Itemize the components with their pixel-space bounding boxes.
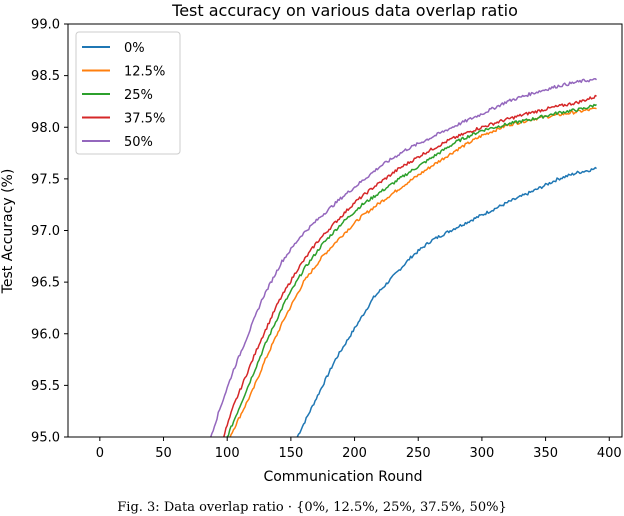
y-axis-title: Test Accuracy (%) bbox=[0, 169, 16, 295]
series-line bbox=[223, 94, 597, 437]
legend: 0% 12.5% 25% 37.5% 50% bbox=[75, 31, 181, 155]
series-line bbox=[229, 107, 597, 437]
y-tick-label: 96.5 bbox=[31, 276, 60, 291]
x-axis-title: Communication Round bbox=[263, 469, 422, 485]
x-tick-label: 300 bbox=[469, 446, 494, 461]
legend-box bbox=[75, 31, 181, 155]
x-tick-label: 250 bbox=[406, 446, 431, 461]
legend-label: 12.5% bbox=[124, 65, 165, 80]
figure-caption: Fig. 3: Data overlap ratio · {0%, 12.5%,… bbox=[117, 500, 507, 515]
x-tick-label: 200 bbox=[342, 446, 367, 461]
x-tick-label: 150 bbox=[278, 446, 303, 461]
x-tick-label: 50 bbox=[155, 446, 172, 461]
x-tick-label: 0 bbox=[96, 446, 104, 461]
legend-label: 37.5% bbox=[124, 112, 165, 127]
x-axis: 0 50 100 150 200 250 300 350 400 bbox=[96, 437, 622, 461]
x-tick-label: 100 bbox=[215, 446, 240, 461]
y-tick-label: 97.5 bbox=[31, 172, 60, 187]
y-tick-label: 98.5 bbox=[31, 69, 60, 84]
y-tick-label: 97.0 bbox=[31, 224, 60, 239]
y-tick-label: 98.0 bbox=[31, 121, 60, 136]
legend-label: 50% bbox=[124, 135, 153, 150]
plot-lines bbox=[209, 77, 598, 437]
y-tick-label: 96.0 bbox=[31, 327, 60, 342]
legend-label: 25% bbox=[124, 88, 153, 103]
series-line bbox=[209, 77, 598, 437]
x-tick-label: 350 bbox=[533, 446, 558, 461]
chart: Test accuracy on various data overlap ra… bbox=[0, 1, 623, 485]
y-axis: 95.0 95.5 96.0 96.5 97.0 97.5 98.0 98.5 99.0 bbox=[31, 18, 68, 446]
series-line bbox=[296, 166, 597, 437]
x-tick-label: 400 bbox=[597, 446, 622, 461]
y-tick-label: 99.0 bbox=[31, 18, 60, 33]
legend-label: 0% bbox=[124, 41, 145, 56]
y-tick-label: 95.5 bbox=[31, 379, 60, 394]
y-tick-label: 95.0 bbox=[31, 431, 60, 446]
series-line bbox=[226, 103, 597, 437]
chart-title: Test accuracy on various data overlap ra… bbox=[171, 1, 518, 20]
